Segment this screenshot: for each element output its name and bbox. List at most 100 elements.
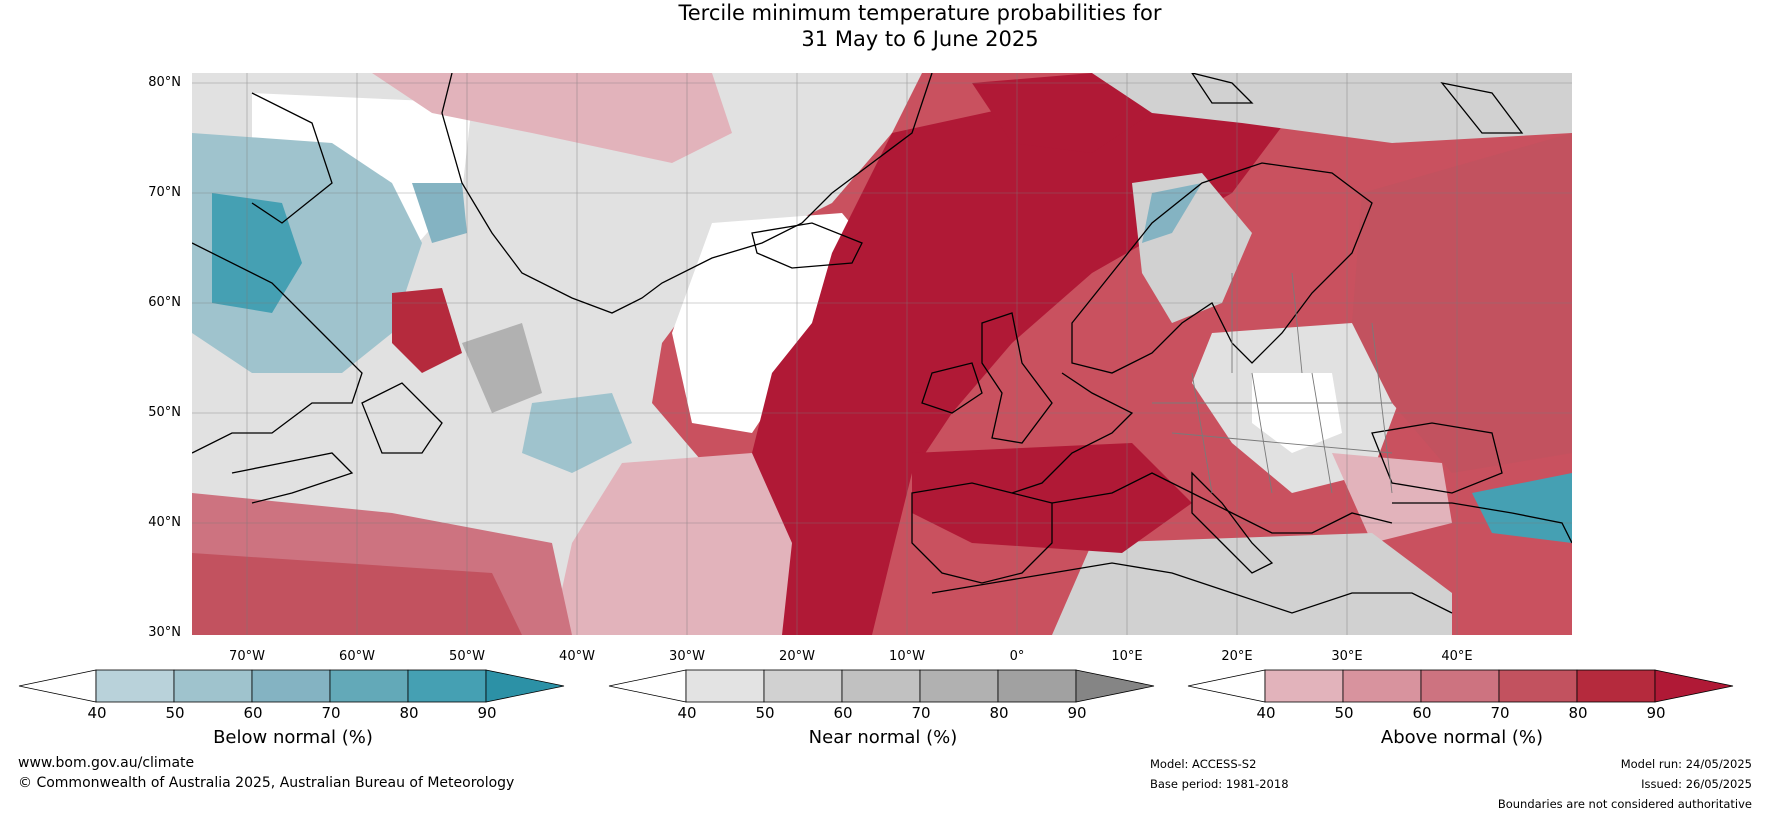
colorbar-segment-over xyxy=(485,669,565,703)
footer-model: Model: ACCESS-S2 xyxy=(1150,757,1257,771)
lat-label-60: 60°N xyxy=(148,295,181,310)
coast-greenland xyxy=(441,73,933,314)
region-below-turkey xyxy=(1472,473,1572,543)
colorbar-segment-40-50 xyxy=(1264,669,1344,703)
colorbar-segment-70-80 xyxy=(329,669,409,703)
tick-below-40: 40 xyxy=(87,704,107,722)
coast-britain xyxy=(981,312,1053,444)
tick-near-70: 70 xyxy=(911,704,931,722)
probability-map: 80°N 70°N 60°N 50°N 40°N 30°N xyxy=(148,73,1572,640)
tick-near-80: 80 xyxy=(989,704,1009,722)
tick-near-40: 40 xyxy=(677,704,697,722)
map-canvas xyxy=(192,73,1572,635)
lat-label-80: 80°N xyxy=(148,75,181,90)
colorbar-segment-60-70 xyxy=(841,669,921,703)
lon-label-40w: 40°W xyxy=(559,649,595,664)
legend-title-above-normal: Above normal (%) xyxy=(1380,727,1544,748)
lon-label-10w: 10°W xyxy=(889,649,925,664)
coast-nova-scotia xyxy=(231,452,354,504)
colorbar-segment-40-50 xyxy=(685,669,765,703)
tick-below-80: 80 xyxy=(399,704,419,722)
colorbar-near-normal xyxy=(608,669,1155,703)
lat-label-70: 70°N xyxy=(148,185,181,200)
lon-label-70w: 70°W xyxy=(229,649,265,664)
coast-turkey xyxy=(1392,502,1572,544)
colorbar-segment-40-50 xyxy=(95,669,175,703)
region-below-norway-coast xyxy=(1142,183,1202,243)
tick-near-90: 90 xyxy=(1067,704,1087,722)
region-above-labrador-sea xyxy=(392,288,462,373)
region-pink-atlantic-mid xyxy=(552,453,832,635)
tick-above-40: 40 xyxy=(1256,704,1276,722)
coast-italy xyxy=(1191,471,1274,574)
colorbar-segment-over xyxy=(1654,669,1734,703)
footer-base-period: Base period: 1981-2018 xyxy=(1150,777,1289,791)
colorbar-below-normal xyxy=(18,669,565,703)
footer-website: www.bom.gov.au/climate xyxy=(18,755,195,771)
colorbar-segment-under xyxy=(1187,669,1266,703)
colorbar-segment-80-90 xyxy=(1576,669,1656,703)
lon-label-20e: 20°E xyxy=(1221,649,1253,664)
footer-copyright: © Commonwealth of Australia 2025, Austra… xyxy=(18,775,515,791)
colorbar-segment-50-60 xyxy=(1342,669,1422,703)
coast-labrador xyxy=(192,242,363,454)
coastlines xyxy=(192,73,1572,614)
colorbar-segment-50-60 xyxy=(173,669,253,703)
coast-newfoundland xyxy=(361,382,443,454)
legend-title-near-normal: Near normal (%) xyxy=(808,727,958,748)
coast-svalbard xyxy=(1191,73,1254,104)
coast-europe-west xyxy=(1011,372,1134,494)
lon-label-10e: 10°E xyxy=(1111,649,1143,664)
legend-near-normal xyxy=(608,669,1158,703)
tick-above-70: 70 xyxy=(1490,704,1510,722)
lon-label-60w: 60°W xyxy=(339,649,375,664)
coast-novaya-zemlya xyxy=(1440,82,1524,134)
coast-ireland xyxy=(921,362,983,414)
map-graticule xyxy=(192,73,1572,635)
colorbar-segment-under xyxy=(608,669,687,703)
coast-black-sea xyxy=(1371,422,1503,494)
coast-iberia xyxy=(911,482,1053,584)
tick-above-80: 80 xyxy=(1568,704,1588,722)
region-near-normal-arctic xyxy=(1092,73,1572,143)
colorbar-segment-60-70 xyxy=(251,669,331,703)
region-below-labrador-strong xyxy=(212,193,302,313)
colorbar-segment-70-80 xyxy=(919,669,999,703)
coast-iceland xyxy=(751,222,863,269)
tick-below-90: 90 xyxy=(477,704,497,722)
map-title: Tercile minimum temperature probabilitie… xyxy=(0,0,1770,52)
footer-model-run: Model run: 24/05/2025 xyxy=(1620,757,1752,771)
colorbar-segment-80-90 xyxy=(407,669,487,703)
legend-below-normal xyxy=(18,669,568,703)
colorbar-segment-50-60 xyxy=(763,669,843,703)
colorbar-segment-80-90 xyxy=(997,669,1077,703)
lat-label-40: 40°N xyxy=(148,515,181,530)
region-above-pink-balkans xyxy=(1332,453,1452,543)
title-line-1: Tercile minimum temperature probabilitie… xyxy=(678,1,1162,25)
colorbar-segment-over xyxy=(1075,669,1155,703)
region-below-greenland xyxy=(412,183,467,243)
tick-near-50: 50 xyxy=(755,704,775,722)
region-near-grey-atlantic xyxy=(462,323,542,413)
lon-label-0: 0° xyxy=(1009,649,1025,664)
lon-label-40e: 40°E xyxy=(1441,649,1473,664)
lon-label-20w: 20°W xyxy=(779,649,815,664)
coast-scandinavia xyxy=(1071,162,1373,374)
tick-below-50: 50 xyxy=(165,704,185,722)
legend-above-normal xyxy=(1187,669,1737,703)
legend-title-below-normal: Below normal (%) xyxy=(213,727,373,748)
colorbar-above-normal xyxy=(1187,669,1734,703)
tick-below-70: 70 xyxy=(321,704,341,722)
tick-above-60: 60 xyxy=(1412,704,1432,722)
colorbar-segment-60-70 xyxy=(1420,669,1500,703)
tick-near-60: 60 xyxy=(833,704,853,722)
title-line-2: 31 May to 6 June 2025 xyxy=(801,27,1039,51)
tick-below-60: 60 xyxy=(243,704,263,722)
region-above-strong-iberia xyxy=(912,443,1192,553)
lat-label-50: 50°N xyxy=(148,405,181,420)
tick-above-50: 50 xyxy=(1334,704,1354,722)
coast-africa-north xyxy=(931,562,1453,614)
footer-issued: Issued: 26/05/2025 xyxy=(1641,777,1752,791)
region-pink-greenland-north xyxy=(372,73,732,163)
footer-disclaimer: Boundaries are not considered authoritat… xyxy=(1497,797,1752,811)
